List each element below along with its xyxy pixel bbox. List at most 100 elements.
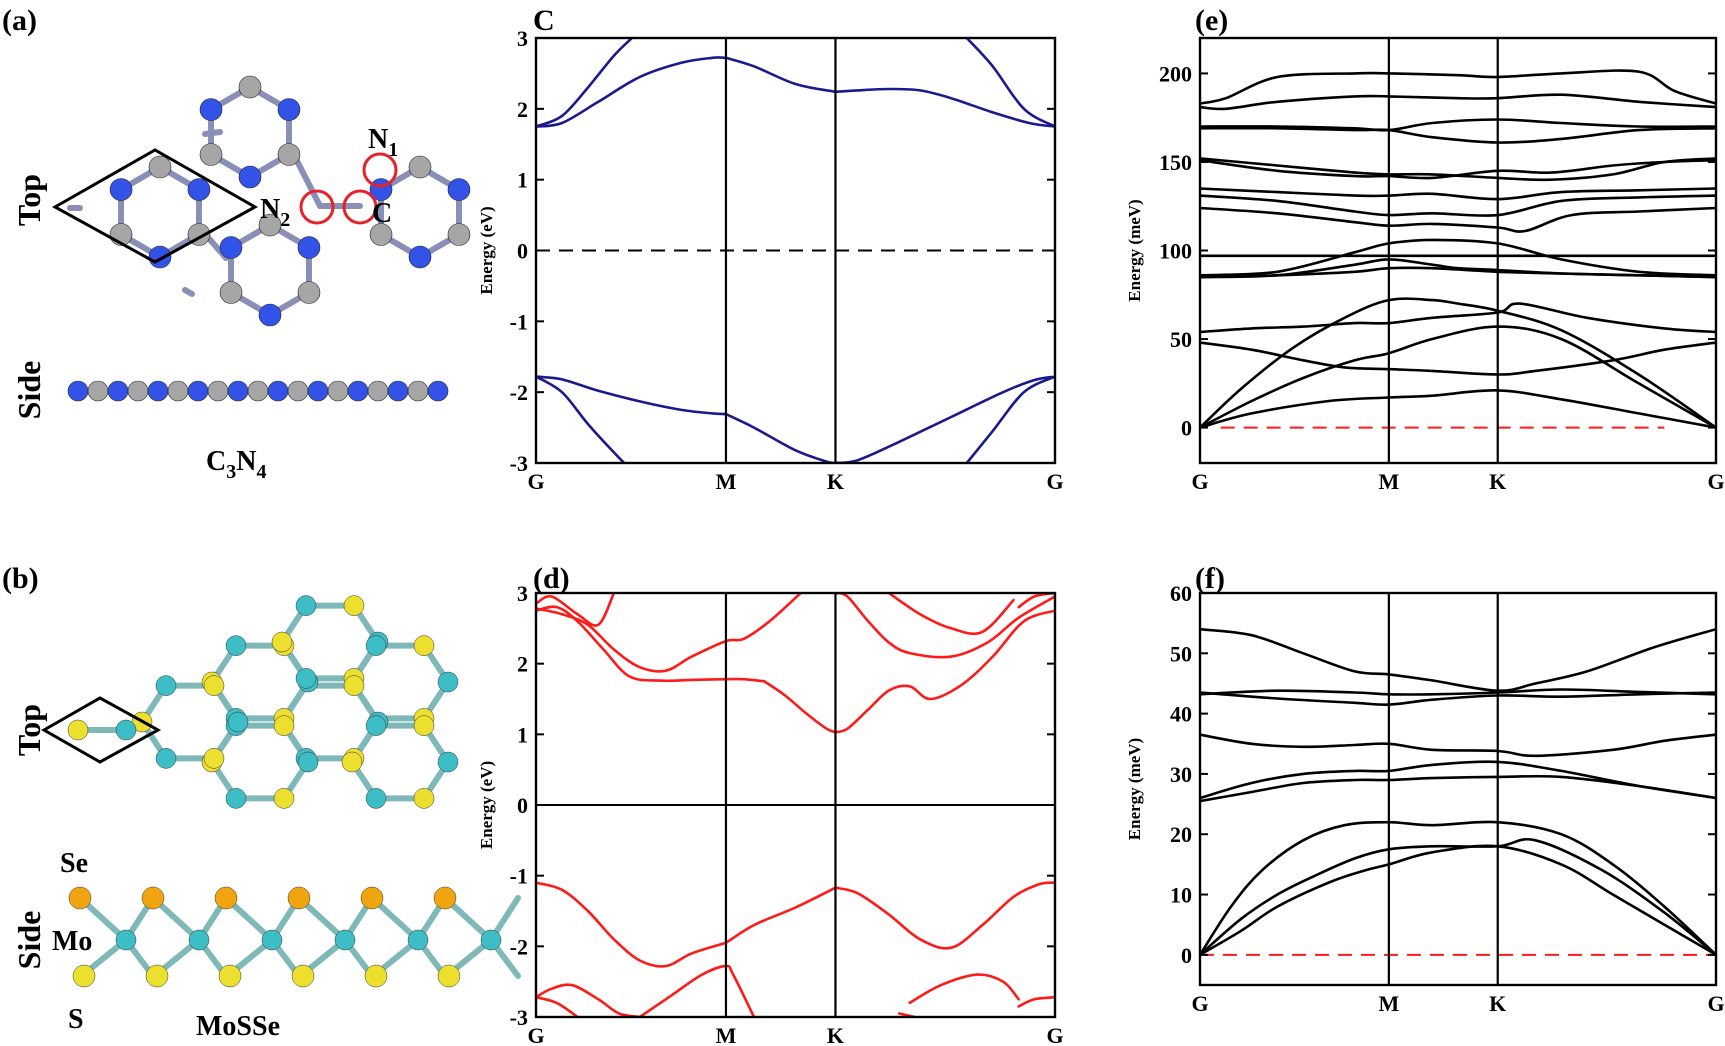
formula-mosse: MoSSe	[196, 1011, 280, 1042]
x-tick-label-K: K	[827, 1023, 844, 1046]
band-3	[1200, 341, 1716, 376]
mo-atom	[115, 929, 137, 951]
band-0	[1200, 389, 1716, 429]
band-1	[763, 680, 837, 734]
c-atom	[408, 155, 432, 179]
atom-label-n2: N2	[260, 194, 290, 231]
band-8	[536, 375, 626, 463]
band-12	[638, 964, 756, 1017]
mo-atom	[155, 675, 177, 696]
y-tick-label: 20	[1170, 822, 1192, 847]
n-atom	[258, 303, 282, 327]
c-atom	[367, 380, 389, 402]
band-7	[1200, 688, 1716, 696]
s-atom	[273, 715, 295, 736]
mo-atom	[407, 929, 429, 951]
y-tick-label: -3	[510, 1005, 528, 1030]
c-atom	[447, 223, 471, 246]
band-15	[1200, 118, 1716, 132]
x-tick-label-G: G	[1707, 469, 1724, 494]
se-atom	[360, 886, 384, 910]
y-axis-label: Energy (meV)	[1125, 738, 1144, 840]
c-atom	[258, 213, 282, 237]
band-9	[724, 886, 837, 945]
y-tick-label: 2	[517, 652, 528, 677]
band-0	[1200, 844, 1716, 957]
x-tick-label-M: M	[716, 1023, 737, 1046]
y-axis-label: Energy (meV)	[1125, 199, 1144, 301]
c-atom	[297, 281, 321, 304]
s-atom	[203, 748, 225, 769]
n-atom	[387, 380, 409, 402]
y-tick-label: -1	[510, 864, 528, 889]
n-atom	[107, 380, 129, 402]
s-atom	[364, 964, 388, 988]
y-tick-label: 0	[1181, 943, 1192, 968]
mo-atom	[115, 719, 137, 741]
plot-frame	[1198, 591, 1718, 987]
bond	[182, 287, 195, 297]
mo-atom	[188, 929, 210, 951]
c-atom	[219, 281, 243, 304]
s-atom	[72, 964, 96, 988]
n-atom	[67, 380, 89, 402]
se-atom	[433, 886, 457, 910]
c-atom	[199, 143, 223, 166]
se-atom	[141, 886, 165, 910]
band-2	[834, 87, 1055, 128]
n-atom	[447, 178, 471, 201]
y-tick-label: 10	[1170, 883, 1192, 908]
y-tick-label: 60	[1170, 581, 1192, 606]
y-tick-label: -3	[510, 451, 528, 476]
band-1	[724, 56, 837, 94]
panel-label-a: (a)	[2, 4, 37, 37]
x-tick-label-G: G	[1707, 991, 1724, 1016]
mo-atom	[365, 715, 387, 736]
y-tick-label: 2	[517, 97, 528, 122]
band-5	[536, 375, 728, 416]
mo-atom	[334, 929, 356, 951]
n-atom	[199, 98, 223, 121]
y-tick-label: 3	[517, 26, 528, 51]
s-atom	[343, 595, 365, 616]
atom-label-n1: N1	[368, 124, 398, 161]
n-atom	[347, 380, 369, 402]
band-3	[536, 593, 802, 673]
band-5	[1200, 733, 1716, 758]
n-atom	[109, 178, 133, 201]
band-6	[887, 593, 1015, 636]
x-tick-label-K: K	[1489, 469, 1506, 494]
unit-cell	[40, 696, 162, 764]
n-atom	[238, 165, 262, 189]
highlight-n2	[299, 189, 335, 225]
mo-atom	[437, 751, 459, 773]
c3n4-structure	[51, 75, 471, 402]
se-atom	[68, 886, 92, 910]
x-tick-label-G: G	[527, 469, 544, 494]
band-10	[834, 881, 1055, 950]
c-atom	[287, 380, 309, 402]
c-atom	[407, 380, 429, 402]
s-atom	[413, 788, 435, 809]
y-tick-label: 50	[1170, 327, 1192, 352]
band-15	[536, 995, 579, 1017]
c-atom	[327, 380, 349, 402]
n-atom	[307, 380, 329, 402]
y-axis-label: Energy (eV)	[477, 206, 496, 294]
y-tick-label: 150	[1159, 150, 1192, 175]
mo-atom	[261, 929, 283, 951]
mo-atom	[227, 711, 249, 733]
n-atom	[227, 380, 249, 402]
c-atom	[247, 380, 269, 402]
panel-label-c: C	[533, 4, 555, 37]
band-2	[1200, 820, 1716, 957]
band-4	[1200, 302, 1716, 334]
mo-atom	[365, 788, 387, 809]
mo-atom	[480, 929, 502, 951]
se-atom	[287, 886, 311, 910]
c-atom	[207, 380, 229, 402]
se-atom	[214, 886, 238, 910]
s-atom	[341, 751, 363, 773]
c-atom	[277, 143, 301, 166]
